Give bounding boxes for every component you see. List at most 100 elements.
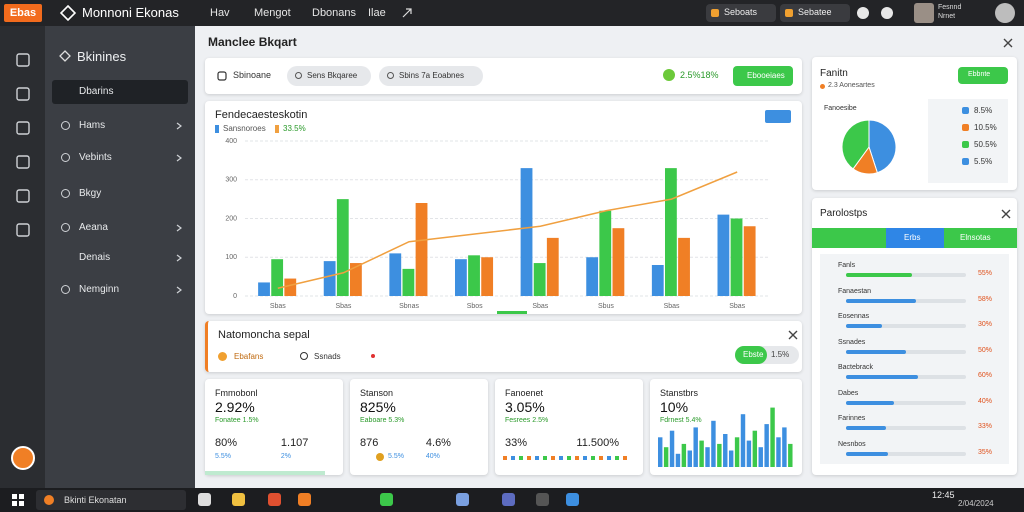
rail-icon[interactable] (15, 222, 31, 238)
menu-item[interactable]: Dbonans (312, 7, 357, 19)
menu-item[interactable]: Hav (210, 7, 230, 19)
pie-button[interactable]: Ebbnte (958, 67, 1008, 84)
filter-chip[interactable]: Sens Bkqaree (287, 66, 371, 86)
legend-label: 33.5% (283, 124, 306, 133)
x-tick-label: Sbas (532, 303, 548, 310)
row-label: Bactebrack (838, 364, 874, 371)
sidebar-item[interactable]: Vebints (52, 146, 188, 170)
row-value: 55% (978, 270, 993, 277)
bar (258, 282, 270, 296)
mini-chart (658, 407, 793, 467)
taskbar-app[interactable] (380, 493, 393, 506)
sidebar-item[interactable]: Aeana (52, 216, 188, 240)
close-button[interactable] (788, 330, 798, 340)
mini-bar (675, 453, 681, 467)
taskbar-app[interactable] (198, 493, 211, 506)
sidebar-item[interactable]: Denais (52, 246, 188, 270)
start-button[interactable] (12, 494, 24, 506)
top-button[interactable]: Seboats (706, 4, 776, 22)
row-track (846, 349, 966, 354)
row-value: 30% (978, 321, 993, 328)
top-icon[interactable] (856, 6, 870, 20)
scroll-indicator (497, 311, 527, 314)
row-label: Farinnes (838, 415, 866, 422)
mini-bar (687, 450, 692, 467)
rail-icon[interactable] (15, 86, 31, 102)
rail-icon[interactable] (15, 188, 31, 204)
kpi-sub: 5.5% (388, 453, 404, 460)
progress-card: Parolostps Erbs Elnsotas Fanls 55% Fanaestan 5… (812, 198, 1017, 475)
taskbar-app[interactable] (536, 493, 549, 506)
rail-icon[interactable] (15, 120, 31, 136)
taskbar-app[interactable] (456, 493, 469, 506)
icon-rail (0, 26, 45, 488)
rail-icon[interactable] (15, 154, 31, 170)
kpi-title: Fmmobonl (215, 388, 258, 398)
kpi-sub: 2% (280, 453, 292, 460)
bar (481, 257, 494, 296)
row-value: 33% (978, 423, 993, 430)
filter-bar: Sbinoane Sens Bkqaree Sbins 7a Eoabnes 2.5%… (205, 58, 802, 94)
rail-icon-shape (16, 87, 30, 101)
rail-icon[interactable] (15, 52, 31, 68)
chart-menu[interactable] (765, 110, 791, 123)
bar (546, 237, 559, 296)
icon-circle (881, 7, 893, 19)
filter-chip[interactable]: Sbins 7a Eoabnes (379, 66, 483, 86)
pill-label: 1.5% (771, 350, 790, 359)
taskbar-app[interactable] (298, 493, 311, 506)
alert-title: Natomoncha sepal (218, 329, 310, 341)
chart: Fendecaesteskotin Sansnoroes 33.5% 0 100 200 3… (215, 109, 791, 314)
mini-bar (746, 440, 752, 467)
kpi-card: Fmmobonl 2.92% Fonatee 1.5% 80% 1.107 5.5% 2% (205, 379, 343, 475)
x-tick-label: Sbas (270, 303, 286, 310)
taskbar-app[interactable] (232, 493, 245, 506)
chevron-shape (176, 224, 182, 232)
trend-line (277, 171, 738, 289)
row-bar (846, 426, 886, 430)
row-bar (846, 400, 894, 405)
button-label: Ebbnte (968, 71, 991, 78)
item-icon (61, 285, 70, 294)
sidebar-item[interactable]: Nemginn (52, 278, 188, 302)
menu-item[interactable]: Mengot (254, 7, 291, 19)
alert-pill[interactable]: Ebste 1.5% (735, 346, 799, 364)
sidebar-item[interactable]: Hams (52, 114, 188, 138)
legend-dot (962, 141, 969, 148)
top-button[interactable]: Sebatee (780, 4, 850, 22)
row-label: Dabes (838, 389, 859, 397)
filter-status: 2.5%18% (680, 70, 719, 80)
x-tick-label: Sbos (467, 303, 483, 310)
taskbar-app[interactable] (502, 493, 515, 506)
kpi-strip (205, 471, 325, 475)
taskbar-app[interactable] (566, 493, 579, 506)
dash (583, 456, 587, 460)
avatar[interactable] (914, 3, 934, 23)
top-icon[interactable] (880, 6, 894, 20)
search-box[interactable]: Bkinti Ekonatan (36, 490, 186, 510)
x-tick-label: Sbnas (399, 303, 419, 310)
avatar-2[interactable] (995, 3, 1015, 23)
logo[interactable]: Ebas (4, 4, 42, 22)
button-label: Seboats (724, 7, 758, 17)
chip-label: Sbins 7a Eoabnes (399, 71, 464, 80)
legend-swatch (215, 125, 219, 133)
sidebar-title-icon (59, 50, 71, 62)
sidebar-item[interactable]: Dbarins (52, 80, 188, 104)
close-button[interactable] (1003, 38, 1013, 48)
taskbar-app[interactable] (268, 493, 281, 506)
tab[interactable] (886, 228, 944, 248)
mini-bar (693, 427, 698, 467)
sidebar-item[interactable]: Bkgy (52, 182, 188, 206)
user-name: Fesnnd Nrnet (938, 4, 962, 20)
filter-action[interactable]: Ebooeiaes (733, 66, 793, 86)
bar (455, 259, 467, 296)
kpi-stat: 11.500% (576, 437, 619, 449)
row-value: 58% (978, 295, 993, 303)
row-bar (846, 375, 918, 379)
row-track (846, 451, 966, 456)
rail-avatar[interactable] (11, 446, 35, 470)
bar (271, 259, 284, 296)
close-button[interactable] (1001, 209, 1011, 219)
menu-item[interactable]: Ilae (368, 7, 386, 19)
